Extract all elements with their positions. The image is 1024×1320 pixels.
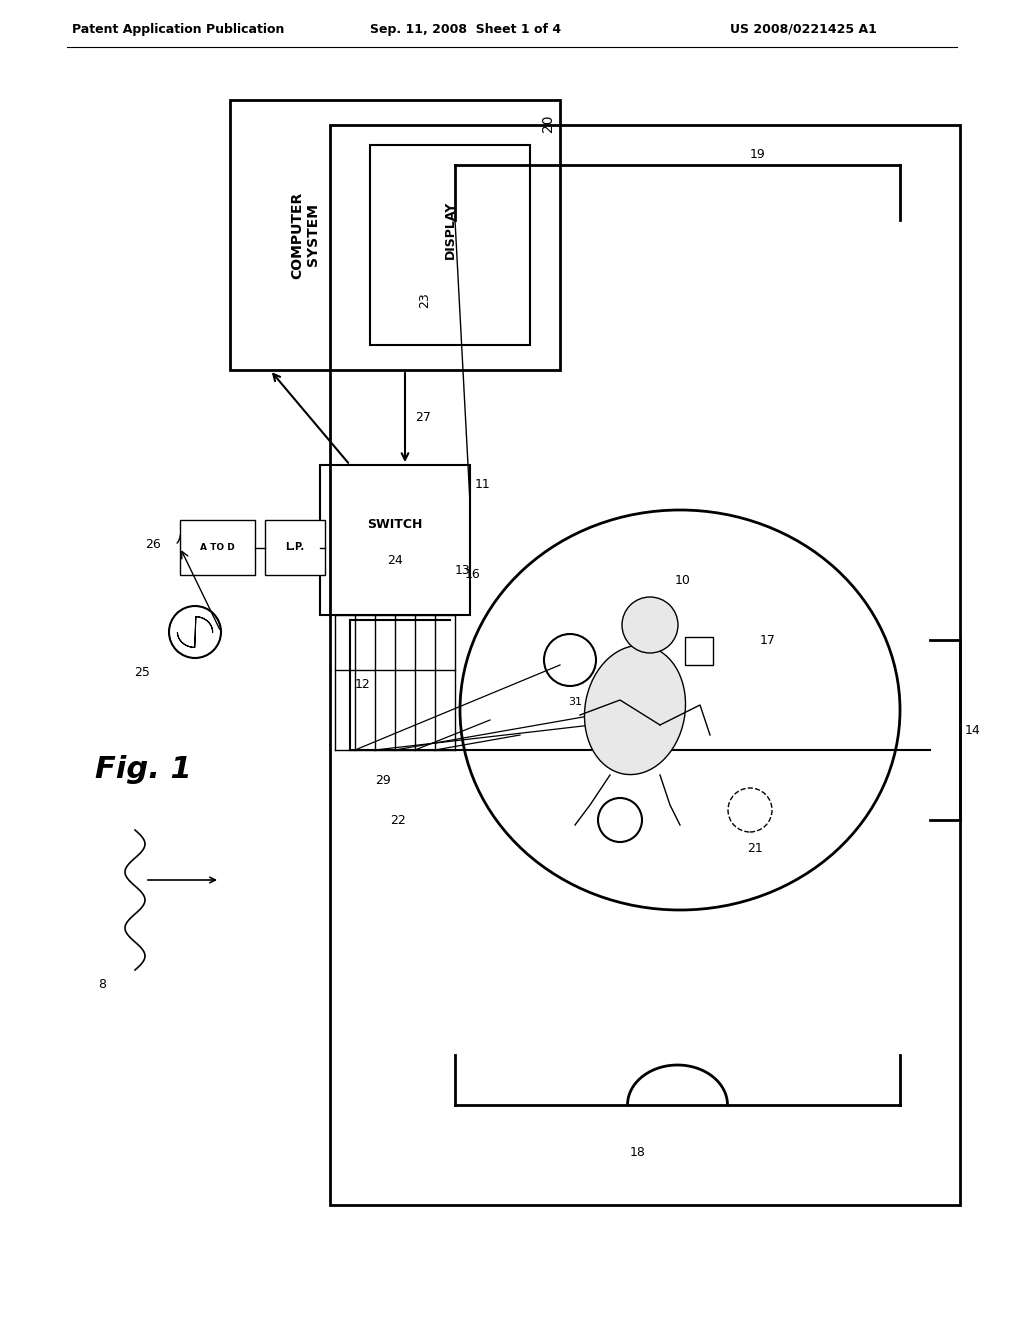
Bar <box>319 465 470 615</box>
Text: 12: 12 <box>355 678 371 692</box>
Bar <box>370 145 530 345</box>
Text: 10: 10 <box>675 573 691 586</box>
Text: 20: 20 <box>541 115 555 132</box>
Text: 17: 17 <box>760 634 776 647</box>
Text: COMPUTER
SYSTEM: COMPUTER SYSTEM <box>290 191 321 279</box>
Text: A TO D: A TO D <box>200 543 234 552</box>
Text: Fig. 1: Fig. 1 <box>95 755 191 784</box>
Text: 14: 14 <box>965 723 981 737</box>
Text: 29: 29 <box>375 774 391 787</box>
Text: 21: 21 <box>748 842 763 854</box>
Text: 25: 25 <box>134 665 150 678</box>
Text: L.P.: L.P. <box>286 543 304 553</box>
Text: Patent Application Publication: Patent Application Publication <box>72 22 285 36</box>
Ellipse shape <box>585 645 685 775</box>
Text: 8: 8 <box>98 978 106 991</box>
Bar <box>230 100 560 370</box>
Text: SWITCH: SWITCH <box>368 519 423 532</box>
Text: 27: 27 <box>415 411 431 424</box>
Text: 23: 23 <box>419 292 431 308</box>
Text: 16: 16 <box>465 569 480 582</box>
Bar <box>180 520 255 576</box>
Text: 13: 13 <box>455 564 471 577</box>
Text: DISPLAY: DISPLAY <box>443 201 457 259</box>
Text: 11: 11 <box>475 479 490 491</box>
Bar <box>685 638 713 665</box>
Text: 24: 24 <box>387 553 402 566</box>
Text: 31: 31 <box>568 697 582 708</box>
Text: 26: 26 <box>145 539 161 552</box>
Text: 22: 22 <box>390 813 406 826</box>
Circle shape <box>622 597 678 653</box>
Text: 19: 19 <box>750 149 766 161</box>
Text: Sep. 11, 2008  Sheet 1 of 4: Sep. 11, 2008 Sheet 1 of 4 <box>370 22 561 36</box>
Text: 18: 18 <box>630 1146 646 1159</box>
Bar <box>265 520 325 576</box>
Text: US 2008/0221425 A1: US 2008/0221425 A1 <box>730 22 877 36</box>
Bar <box>330 125 961 1205</box>
